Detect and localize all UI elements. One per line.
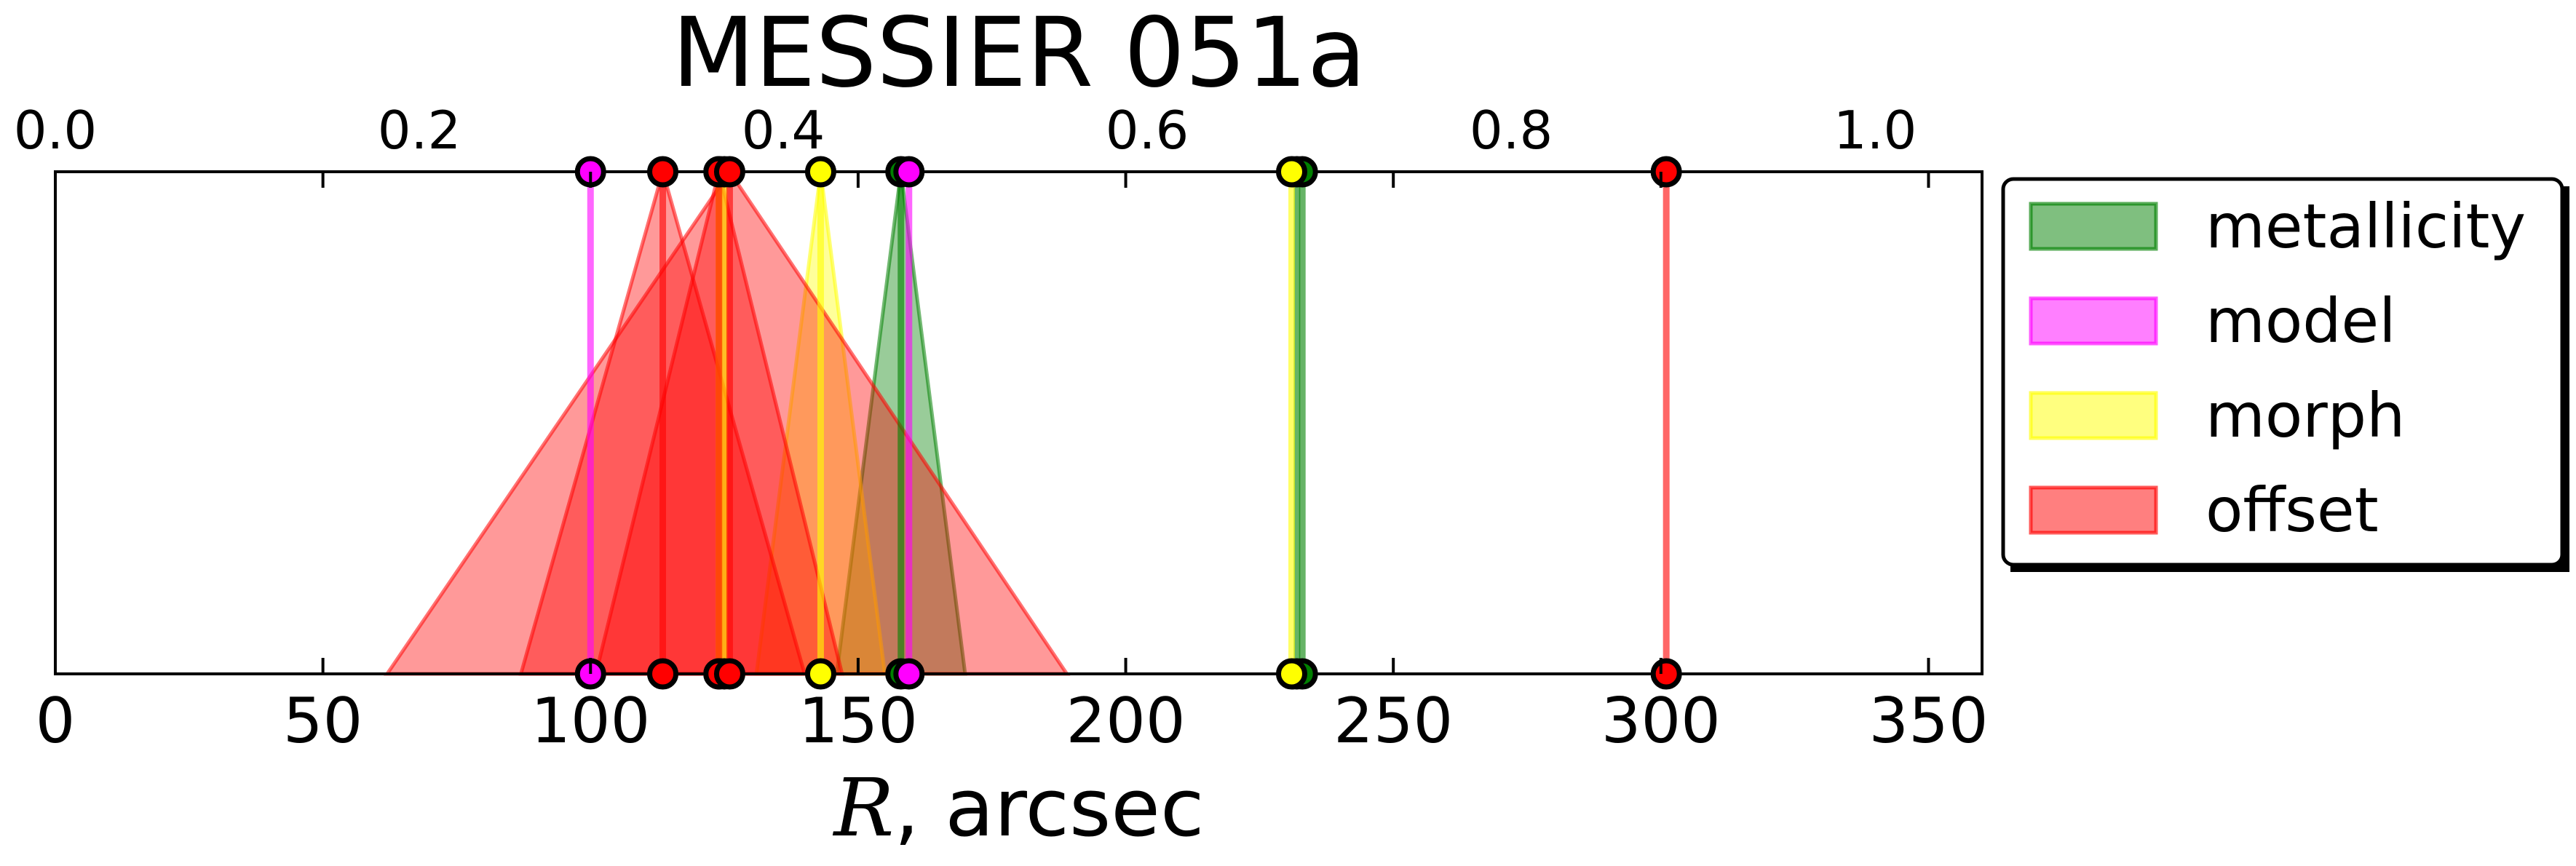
x-tick-label-2: 100 [531,685,650,758]
top-tick-label-4: 0.8 [1470,100,1553,161]
legend-label-model: model [2206,285,2396,357]
x-axis-label: R, arcsec [833,761,1205,854]
x-axis-label-unit: , arcsec [894,761,1204,854]
legend-swatch-model [2029,296,2158,346]
estimate-markers [574,156,1682,690]
top-tick-label-3: 0.6 [1106,100,1189,161]
legend-swatch-metallicity [2029,202,2158,251]
legend-swatch-morph [2029,391,2158,440]
top-tick-label-1: 0.2 [378,100,461,161]
x-tick-label-1: 50 [283,685,362,758]
offset-marker-bottom-2 [713,658,745,690]
chart-title: MESSIER 051a [672,0,1366,109]
morph-marker-bottom-3 [1275,658,1307,690]
top-tick-label-2: 0.4 [742,100,825,161]
x-tick-label-0: 0 [36,685,76,758]
model-marker-bottom-1 [893,658,925,690]
offset-marker-bottom-0 [647,658,679,690]
offset-marker-bottom-3 [1650,658,1682,690]
x-tick-label-6: 300 [1601,685,1721,758]
top-tick-label-5: 1.0 [1834,100,1917,161]
legend-label-offset: offset [2206,474,2379,546]
legend-box [2001,177,2564,567]
legend: metallicity model morph offset [2001,177,2569,572]
offset-marker-top-0 [647,156,679,188]
offset-marker-top-2 [713,156,745,188]
legend-items: metallicity model morph offset [2029,191,2526,546]
top-tick-label-0: 0.0 [14,100,98,161]
offset-marker-top-3 [1650,156,1682,188]
axes: 0 50 100 150 200 250 300 350 0.0 0.2 0.4 0.6 0.8 1.0 [14,100,1989,758]
morph-marker-bottom-2 [804,658,836,690]
x-axis-label-variable: R [833,761,895,854]
morph-marker-top-2 [804,156,836,188]
x-tick-label-7: 350 [1868,685,1988,758]
x-tick-label-5: 250 [1333,685,1453,758]
legend-swatch-offset [2029,485,2158,535]
model-marker-top-1 [893,156,925,188]
plot-frame [54,170,1983,675]
legend-label-morph: morph [2206,380,2405,451]
estimate-shapes [384,164,1670,676]
morph-marker-top-3 [1275,156,1307,188]
x-tick-label-3: 150 [798,685,918,758]
x-tick-label-4: 200 [1066,685,1185,758]
legend-label-metallicity: metallicity [2206,191,2526,262]
